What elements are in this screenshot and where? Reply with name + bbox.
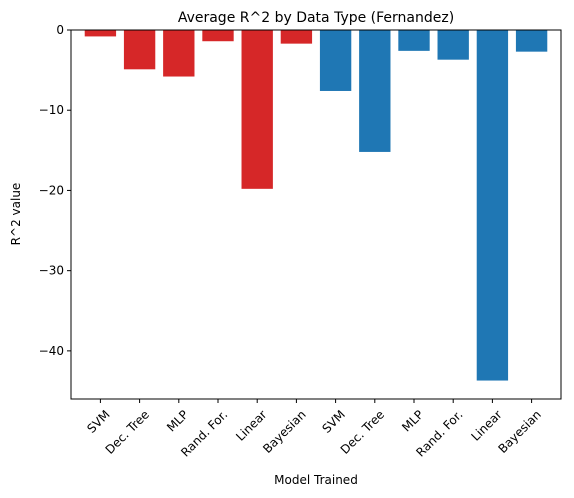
y-tick-label: −40 xyxy=(39,344,64,358)
bar xyxy=(319,30,352,91)
y-axis: 0 −10 −20 −30 −40 xyxy=(39,23,71,358)
y-tick-label: −30 xyxy=(39,264,64,278)
x-tick-label: MLP xyxy=(399,407,426,434)
y-tick-label: −20 xyxy=(39,183,64,197)
bar xyxy=(163,30,195,77)
x-tick-label: MLP xyxy=(164,407,191,434)
bar xyxy=(84,30,117,37)
x-tick-label: Bayesian xyxy=(495,407,544,456)
x-tick-label: SVM xyxy=(320,407,348,435)
bar xyxy=(398,30,430,51)
bar xyxy=(202,30,234,42)
bar xyxy=(515,30,548,52)
plot-frame xyxy=(70,29,562,400)
x-tick-label: Bayesian xyxy=(260,407,309,456)
y-axis-label: R^2 value xyxy=(9,183,23,246)
bar xyxy=(123,30,156,70)
x-tick-label: Linear xyxy=(468,407,504,443)
x-tick-label: SVM xyxy=(84,407,112,435)
bars-group xyxy=(84,30,548,381)
x-tick-label: Linear xyxy=(233,407,269,443)
y-tick-label: 0 xyxy=(56,23,64,37)
x-axis-label: Model Trained xyxy=(274,473,358,487)
chart-title: Average R^2 by Data Type (Fernandez) xyxy=(178,10,454,26)
bar xyxy=(280,30,313,44)
bar xyxy=(476,30,509,381)
bar xyxy=(241,30,273,189)
bar xyxy=(359,30,391,152)
bar xyxy=(437,30,469,60)
y-tick-label: −10 xyxy=(39,103,64,117)
